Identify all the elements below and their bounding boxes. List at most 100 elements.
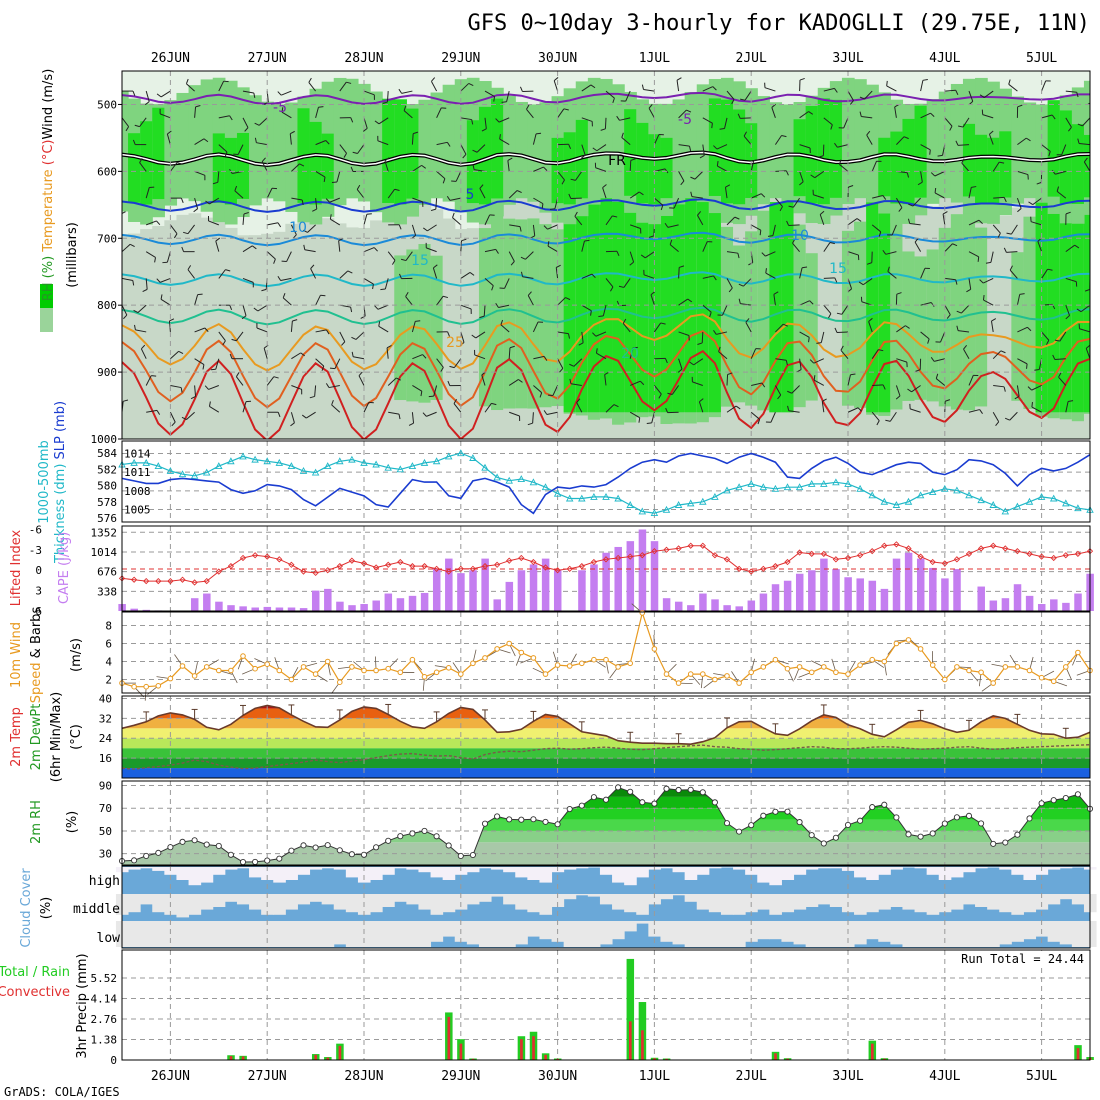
li-point (276, 556, 283, 563)
wind-barb (982, 114, 994, 119)
wind-barb (242, 277, 254, 283)
wind-barb-flag (658, 393, 662, 399)
rh-column-saturated (769, 202, 783, 413)
wind-barb (315, 170, 326, 178)
li-point (748, 568, 755, 575)
wind-barb-flag (134, 324, 136, 330)
cape-bar (190, 598, 199, 611)
date-label-top: 26JUN (151, 51, 190, 66)
wind-barb-flag (757, 419, 761, 425)
wind-barb (411, 133, 414, 145)
wind-barb-flag (917, 181, 923, 186)
wind10-point (458, 671, 464, 677)
pressure-tick: 700 (97, 232, 117, 245)
cloud-clear-segment (285, 894, 298, 910)
wind-barb-flag (886, 80, 888, 86)
wind-barb (895, 197, 903, 208)
wind-barb (799, 358, 802, 370)
cape-bar (553, 570, 562, 611)
wind-barb (290, 412, 295, 423)
cloud-clear-segment (769, 921, 782, 940)
rh-upper-band (200, 79, 214, 212)
cloud-clear-segment (660, 921, 674, 942)
wind10-point (143, 683, 149, 690)
cape-bar (953, 569, 961, 611)
wind-barb-flag (592, 147, 598, 152)
cape-bar (215, 601, 223, 611)
wind-barb-flag (570, 178, 576, 181)
wind-barb (411, 224, 417, 236)
cloud-clear-segment (527, 894, 540, 913)
precip-conv-bar (338, 1045, 342, 1060)
cape-bar (977, 586, 985, 611)
li-point (1002, 545, 1009, 552)
precip-tick: 1.38 (91, 1033, 118, 1046)
cloud-clear-segment (926, 894, 940, 915)
rh-column-moist (1023, 216, 1037, 409)
wind-barb (315, 295, 321, 306)
footer-credit: GrADS: COLA/IGES (4, 1085, 120, 1099)
thickness-point (372, 460, 380, 468)
cloud-clear-segment (515, 867, 528, 878)
rh-column-moist (394, 255, 407, 401)
li-point (336, 562, 343, 570)
wind-barb-flag (472, 149, 478, 153)
wind-barb (386, 347, 389, 359)
pressure-tick: 800 (97, 299, 117, 312)
wind10-point (349, 664, 355, 670)
rh2m-point (711, 799, 718, 806)
li-point (639, 552, 646, 559)
wind-barb (498, 117, 510, 123)
wind-barb (339, 144, 347, 154)
wind-barb (775, 358, 787, 361)
wind-barb-flag (491, 402, 497, 406)
cloud-clear-segment (793, 894, 807, 910)
wind10-point (445, 665, 452, 671)
rh2m-point (300, 842, 307, 849)
wind-barb-flag (868, 317, 873, 322)
precip-conv-bar (870, 1043, 874, 1060)
cloud-clear-segment (1071, 867, 1085, 868)
wind-barb (403, 110, 413, 119)
wind-barb-flag (398, 414, 401, 420)
wind-barb-flag (338, 237, 344, 242)
li-tick: -6 (29, 523, 42, 536)
rh-upper-saturated (1047, 100, 1061, 197)
li-point (227, 562, 235, 570)
wind10-point (470, 660, 476, 667)
rh-column-moist (757, 210, 770, 411)
cloud-clear-segment (914, 894, 928, 913)
wind-barb-flag (882, 195, 887, 200)
wind-barb-flag (922, 79, 928, 81)
wind-barb-flag (850, 373, 856, 376)
cloud-clear-segment (999, 921, 1012, 945)
li-point (808, 550, 815, 558)
cloud-clear-segment (539, 894, 553, 915)
wind-barb (484, 214, 491, 226)
wind-barb (1017, 326, 1028, 333)
temp-side-label: 2m Temp 2m DewPt (6hr Min/Max) (°C) (9, 692, 84, 782)
rh2m-point (324, 842, 331, 849)
wind10-point (494, 646, 500, 652)
contour-label: 10 (289, 220, 307, 236)
precip-conv-bar (628, 1021, 632, 1060)
li-point (675, 545, 682, 552)
wind-barb (387, 188, 396, 199)
thickness-point (795, 483, 804, 491)
wind-barb-flag (204, 385, 209, 390)
cloud-clear-segment (249, 867, 262, 878)
rh-column-mid (188, 213, 202, 439)
wind-barb-flag (1084, 288, 1090, 292)
wind-barb-flag (848, 185, 854, 188)
wind-barb (242, 213, 245, 225)
wind-barb-flag (955, 140, 959, 146)
wind-barb-flag (699, 398, 704, 403)
cloud-clear-segment (394, 867, 407, 869)
rh-column-moist (793, 224, 807, 408)
wind-barb-flag (181, 246, 185, 252)
wind-barb-flag (1065, 315, 1070, 320)
wind-barb (961, 162, 970, 172)
